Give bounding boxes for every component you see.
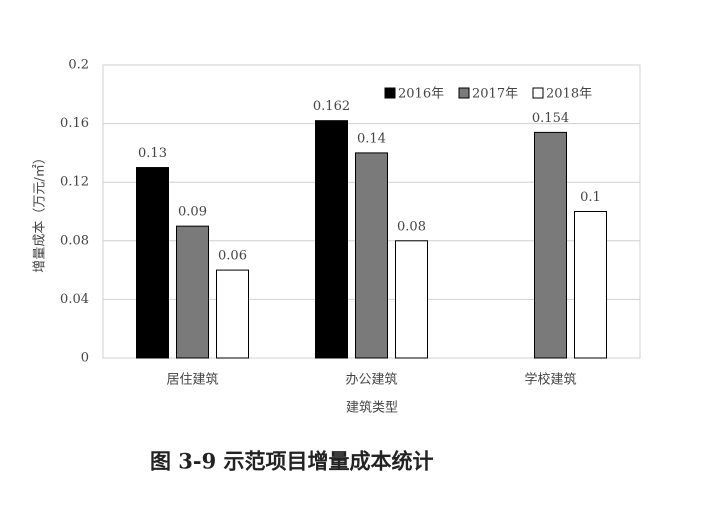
y-axis-title: 增量成本（万元/㎡） (33, 151, 48, 272)
x-axis-title: 建筑类型 (346, 400, 398, 416)
y-tick-label: 0.08 (60, 233, 89, 248)
x-tick-label: 办公建筑 (345, 372, 397, 388)
legend-label: 2016年 (398, 87, 444, 102)
value-label: 0.154 (532, 111, 569, 126)
bar (534, 131, 567, 359)
bar (136, 167, 169, 359)
bar (176, 225, 209, 359)
legend-label: 2017年 (472, 87, 518, 102)
value-label: 0.1 (580, 190, 601, 205)
bar (216, 269, 249, 359)
value-label: 0.14 (357, 131, 386, 146)
value-label: 0.06 (218, 249, 247, 264)
value-label: 0.13 (138, 146, 167, 161)
y-tick-label: 0.16 (60, 116, 89, 131)
legend-swatch (384, 87, 396, 99)
legend-swatch (532, 87, 544, 99)
legend-swatch (458, 87, 470, 99)
x-tick-label: 居住建筑 (166, 372, 218, 388)
value-label: 0.09 (178, 205, 207, 220)
y-tick-label: 0.2 (68, 58, 89, 73)
bar (315, 120, 348, 359)
caption: 图 3-9 示范项目增量成本统计 (150, 449, 434, 474)
bar (574, 211, 607, 359)
y-tick-label: 0.12 (60, 175, 89, 190)
value-label: 0.08 (397, 219, 426, 234)
bar (355, 152, 388, 359)
value-label: 0.162 (313, 99, 350, 114)
legend-label: 2018年 (546, 87, 592, 102)
y-tick-label: 0 (81, 351, 89, 366)
bar (395, 240, 428, 359)
y-tick-label: 0.04 (60, 292, 89, 307)
x-tick-label: 学校建筑 (524, 372, 576, 388)
